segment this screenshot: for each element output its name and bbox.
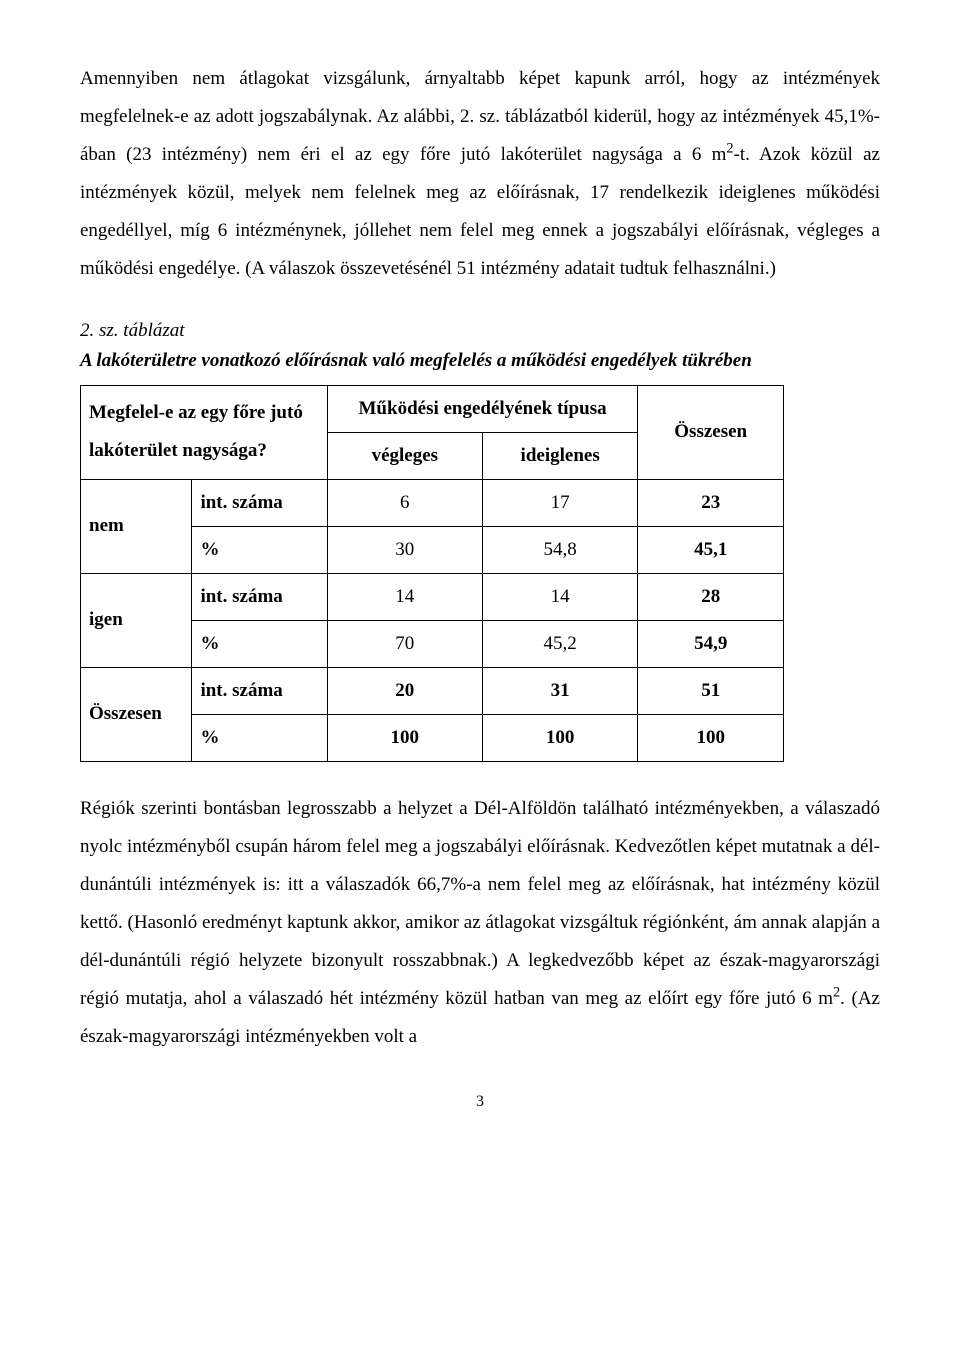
- data-table: Megfelel-e az egy főre jutó lakóterület …: [80, 385, 784, 762]
- cell: 14: [482, 573, 637, 620]
- unit-int: int. száma: [192, 573, 327, 620]
- table-row: igen int. száma 14 14 28: [81, 573, 784, 620]
- cell: 45,1: [638, 526, 784, 573]
- header-right: Összesen: [638, 385, 784, 479]
- cell: 28: [638, 573, 784, 620]
- paragraph-1: Amennyiben nem átlagokat vizsgálunk, árn…: [80, 60, 880, 288]
- cell: 54,8: [482, 526, 637, 573]
- cell: 100: [327, 714, 482, 761]
- para1-sup: 2: [726, 141, 733, 157]
- unit-pct: %: [192, 714, 327, 761]
- cell: 51: [638, 667, 784, 714]
- cell: 70: [327, 620, 482, 667]
- cell: 100: [638, 714, 784, 761]
- cell: 45,2: [482, 620, 637, 667]
- table-header-row-1: Megfelel-e az egy főre jutó lakóterület …: [81, 385, 784, 432]
- subheader-vegleges: végleges: [327, 432, 482, 479]
- page-number: 3: [80, 1086, 880, 1118]
- subheader-ideiglenes: ideiglenes: [482, 432, 637, 479]
- header-mid: Működési engedélyének típusa: [327, 385, 638, 432]
- cell: 17: [482, 479, 637, 526]
- cell: 14: [327, 573, 482, 620]
- row-label-nem: nem: [81, 479, 192, 573]
- cell: 30: [327, 526, 482, 573]
- unit-pct: %: [192, 620, 327, 667]
- paragraph-2: Régiók szerinti bontásban legrosszabb a …: [80, 790, 880, 1056]
- table-row: Összesen int. száma 20 31 51: [81, 667, 784, 714]
- unit-pct: %: [192, 526, 327, 573]
- cell: 6: [327, 479, 482, 526]
- table-caption-number: 2. sz. táblázat: [80, 316, 880, 346]
- table-caption-title: A lakóterületre vonatkozó előírásnak val…: [80, 346, 880, 376]
- table-row: nem int. száma 6 17 23: [81, 479, 784, 526]
- row-label-osszesen: Összesen: [81, 667, 192, 761]
- cell: 54,9: [638, 620, 784, 667]
- header-left: Megfelel-e az egy főre jutó lakóterület …: [81, 385, 328, 479]
- cell: 23: [638, 479, 784, 526]
- row-label-igen: igen: [81, 573, 192, 667]
- para2-text-1: Régiók szerinti bontásban legrosszabb a …: [80, 798, 880, 1009]
- cell: 31: [482, 667, 637, 714]
- unit-int: int. száma: [192, 667, 327, 714]
- unit-int: int. száma: [192, 479, 327, 526]
- cell: 100: [482, 714, 637, 761]
- cell: 20: [327, 667, 482, 714]
